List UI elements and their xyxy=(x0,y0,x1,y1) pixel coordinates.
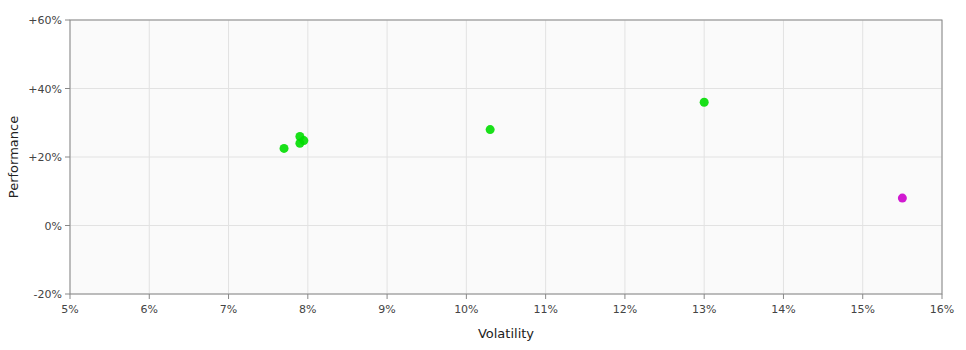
tick-label-x: 7% xyxy=(220,303,237,316)
point xyxy=(280,144,289,153)
tick-label-x: 6% xyxy=(141,303,158,316)
x-axis-label: Volatility xyxy=(478,326,534,341)
plot-area xyxy=(70,20,942,294)
tick-label-x: 16% xyxy=(930,303,954,316)
tick-label-x: 13% xyxy=(692,303,716,316)
chart: 5% 6% 7% 8% 9% 10% 11% 12% 13% 14% 15% 16% -20% 0% +20… xyxy=(0,0,966,350)
tick-label-y: +20% xyxy=(28,151,62,164)
tick-label-x: 15% xyxy=(851,303,875,316)
tick-label-x: 12% xyxy=(613,303,637,316)
tick-x xyxy=(783,294,784,299)
tick-label-x: 10% xyxy=(454,303,478,316)
tick-x xyxy=(862,294,863,299)
tick-x xyxy=(624,294,625,299)
y-axis-label: Performance xyxy=(6,116,21,198)
grid-line-y xyxy=(70,225,942,226)
point xyxy=(898,194,907,203)
tick-y xyxy=(65,225,70,226)
tick-y xyxy=(65,157,70,158)
tick-label-x: 8% xyxy=(299,303,316,316)
tick-label-y: -20% xyxy=(34,288,62,301)
tick-y xyxy=(65,294,70,295)
point xyxy=(486,125,495,134)
grid-line-y xyxy=(70,157,942,158)
tick-x xyxy=(70,294,71,299)
tick-x xyxy=(704,294,705,299)
series xyxy=(898,194,907,203)
tick-label-x: 14% xyxy=(771,303,795,316)
tick-label-y: +40% xyxy=(28,83,62,96)
grid-line-y xyxy=(70,88,942,89)
tick-y xyxy=(65,88,70,89)
tick-x xyxy=(942,294,943,299)
tick-label-y: 0% xyxy=(45,220,62,233)
point xyxy=(700,98,709,107)
tick-label-y: +60% xyxy=(28,14,62,27)
axes: 5% 6% 7% 8% 9% 10% 11% 12% 13% 14% 15% 16% -20% 0% +20… xyxy=(28,14,954,316)
tick-x xyxy=(149,294,150,299)
point xyxy=(299,136,308,145)
plot-frame xyxy=(70,20,942,294)
tick-label-x: 5% xyxy=(61,303,78,316)
tick-x xyxy=(307,294,308,299)
tick-label-x: 11% xyxy=(533,303,557,316)
points xyxy=(280,98,907,203)
grid xyxy=(70,20,942,294)
series xyxy=(280,98,709,153)
tick-x xyxy=(466,294,467,299)
tick-label-x: 9% xyxy=(378,303,395,316)
tick-y xyxy=(65,20,70,21)
tick-x xyxy=(387,294,388,299)
tick-x xyxy=(228,294,229,299)
tick-x xyxy=(545,294,546,299)
